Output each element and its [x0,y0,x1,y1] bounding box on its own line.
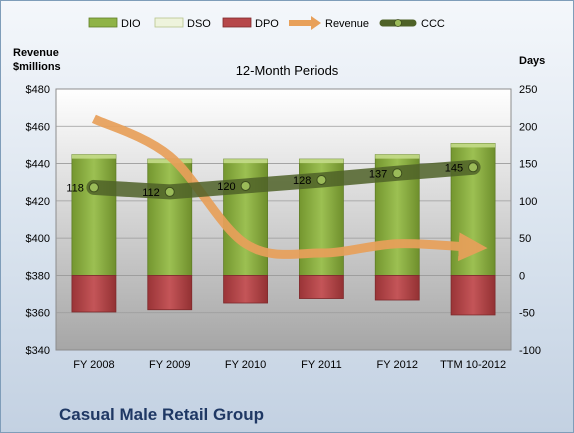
right-tick-label: -100 [519,345,541,357]
ccc-data-label: 112 [142,187,160,199]
dpo-bar [299,275,344,299]
ccc-data-label: 145 [445,162,463,174]
x-tick-label: TTM 10-2012 [440,359,506,371]
company-name: Casual Male Retail Group [59,405,264,424]
dio-bar-cap [375,154,420,159]
ccc-data-label: 137 [369,168,387,180]
left-tick-label: $340 [26,345,50,357]
revenue-layer [91,114,488,262]
left-tick-label: $380 [26,270,50,282]
right-tick-label: 250 [519,84,537,96]
ccc-data-label: 118 [66,182,84,194]
ccc-data-label: 120 [217,181,235,193]
x-axis-ticks: FY 2008 FY 2009 FY 2010 FY 2011 FY 2012 TTM 1… [73,359,506,371]
dio-bar [147,158,193,276]
legend-label: DSO [187,18,211,30]
left-tick-label: $400 [26,233,50,245]
dio-bar-cap [451,143,496,148]
left-axis-title: Revenue $millions [13,46,61,74]
dpo-bar [71,275,117,313]
dpo-bar [147,275,193,311]
dpo-bar [374,275,420,301]
ccc-marker [88,182,99,193]
right-axis-title: Days [519,55,546,67]
x-tick-label: FY 2011 [301,359,342,371]
legend-label: DPO [255,18,279,30]
ccc-marker [240,180,251,191]
left-axis-ticks: $340 $360 $380 $400 $420 $440 $460 $480 [26,84,50,357]
chart-legend: DIO DSO DPO Revenue CCC [88,16,445,30]
legend-item-dio: DIO [88,17,141,30]
legend-item-dpo: DPO [222,17,279,30]
x-tick-label: FY 2009 [149,359,190,371]
x-tick-label: FY 2012 [377,359,418,371]
ccc-marker [316,174,327,185]
chart-title: 12-Month Periods [236,63,339,78]
legend-label: Revenue [325,18,369,30]
left-tick-label: $460 [26,121,50,133]
right-tick-label: 200 [519,121,537,133]
legend-swatch-dpo [222,17,252,28]
x-tick-label: FY 2008 [73,359,114,371]
legend-item-ccc: CCC [379,18,445,30]
dpo-bar [223,275,268,304]
right-tick-label: 50 [519,233,531,245]
legend-marker-ccc [394,19,402,27]
legend-label: DIO [121,18,141,30]
ccc-data-label: 128 [293,175,311,187]
dio-bar-cap [71,154,116,159]
left-tick-label: $440 [26,159,50,171]
dio-bar-cap [299,159,344,164]
legend-item-revenue: Revenue [289,16,369,30]
legend-label: CCC [421,18,445,30]
dio-bar [71,154,117,276]
dpo-bar [450,275,496,316]
right-tick-label: 100 [519,196,537,208]
legend-swatch-dso [154,17,184,28]
revenue-arrow [91,114,488,262]
right-tick-label: 150 [519,159,537,171]
ccc-marker [392,168,403,179]
left-tick-label: $420 [26,196,50,208]
right-tick-label: 0 [519,270,525,282]
ccc-marker [468,162,479,173]
ccc-line [86,159,481,200]
legend-arrowhead [311,16,321,30]
dio-bar-cap [223,159,268,164]
right-axis-ticks: -100 -50 0 50 100 150 200 250 [519,84,541,357]
ccc-marker [164,186,175,197]
legend-swatch-dio [88,17,118,28]
left-tick-label: $480 [26,84,50,96]
right-tick-label: -50 [519,308,535,320]
x-tick-label: FY 2010 [225,359,266,371]
ccc-layer: 118 112 120 128 137 145 [66,159,481,200]
legend-item-dso: DSO [154,17,211,30]
dio-bar [223,158,268,276]
left-axis-title-line1: Revenue [13,47,59,59]
left-axis-title-line2: $millions [13,61,61,73]
left-tick-label: $360 [26,308,50,320]
